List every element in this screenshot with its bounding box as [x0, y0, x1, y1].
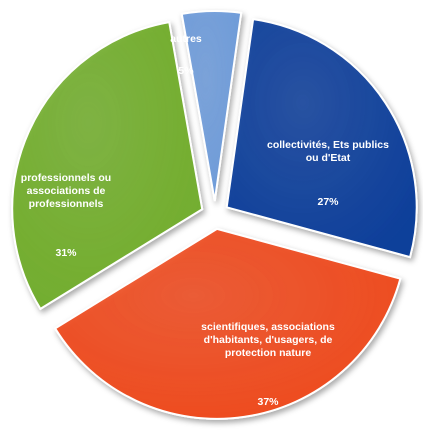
- pie-slice-2: [53, 227, 402, 420]
- pie-slice-3: [11, 20, 204, 311]
- pie-slice-4: [180, 10, 243, 202]
- slice-label-3: professionnels ou associations de professi…: [21, 172, 111, 210]
- slice-value-1: 27%: [317, 196, 339, 208]
- slice-label-2: scientifiques, associations d'habitants, …: [201, 321, 335, 359]
- pie-slice-1: [225, 18, 418, 259]
- slice-label-1: collectivités, Ets publics ou d'Etat: [267, 139, 389, 164]
- slice-label-4: autres: [170, 33, 202, 45]
- slice-value-4: 5%: [178, 65, 194, 77]
- slice-value-2: 37%: [257, 396, 279, 408]
- slice-value-3: 31%: [55, 247, 77, 259]
